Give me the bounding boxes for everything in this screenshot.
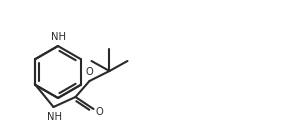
Text: NH: NH	[51, 32, 66, 42]
Text: O: O	[95, 107, 103, 117]
Text: NH: NH	[47, 112, 62, 122]
Text: O: O	[85, 67, 93, 77]
